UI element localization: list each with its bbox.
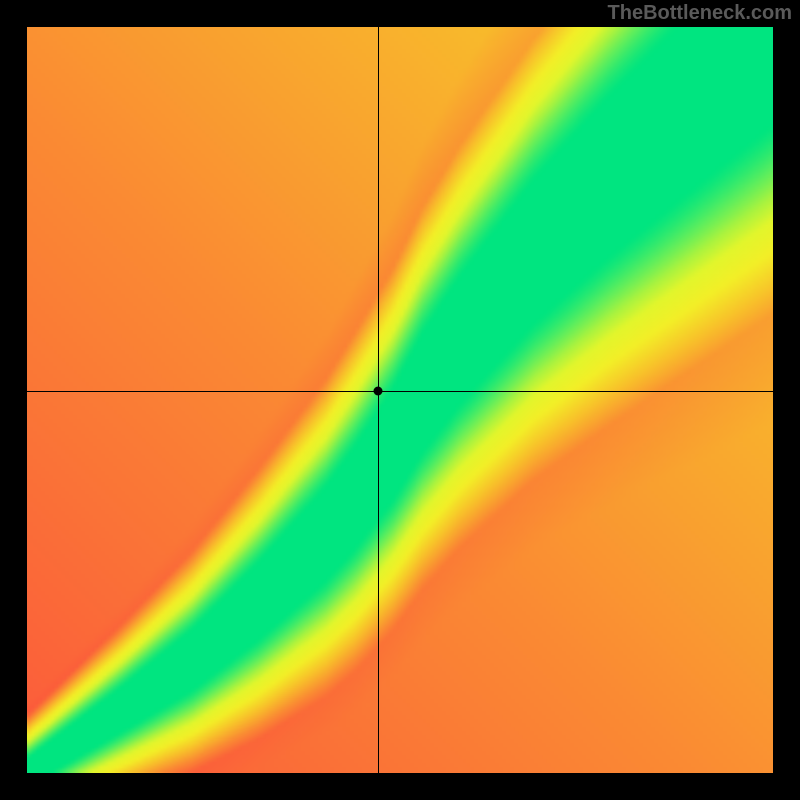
crosshair-vertical: [378, 27, 379, 773]
watermark-text: TheBottleneck.com: [608, 2, 792, 25]
heatmap-canvas: [27, 27, 773, 773]
bottleneck-heatmap: [27, 27, 773, 773]
selection-marker: [373, 387, 382, 396]
crosshair-horizontal: [27, 391, 773, 392]
